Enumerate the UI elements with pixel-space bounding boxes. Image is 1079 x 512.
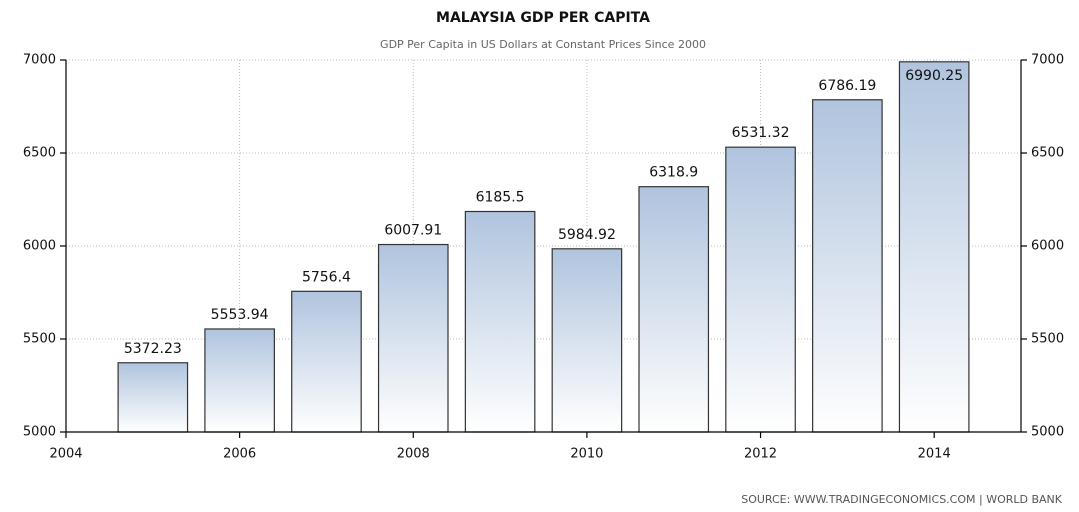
chart-title: MALAYSIA GDP PER CAPITA xyxy=(436,10,650,26)
value-label: 5553.94 xyxy=(211,307,269,323)
y2-tick-label: 6000 xyxy=(1031,239,1064,254)
y2-tick-label: 6500 xyxy=(1031,146,1064,161)
bar xyxy=(117,362,189,433)
value-label: 6990.25 xyxy=(905,68,963,84)
x-tick-label: 2012 xyxy=(744,447,777,462)
bar xyxy=(638,186,710,433)
bar xyxy=(551,248,623,433)
value-label: 5372.23 xyxy=(124,341,182,357)
y-tick-label: 5500 xyxy=(23,332,56,347)
x-tick-label: 2014 xyxy=(918,447,951,462)
value-label: 6318.9 xyxy=(649,165,698,181)
y2-tick-label: 5500 xyxy=(1031,332,1064,347)
bar xyxy=(898,61,970,433)
value-label: 5984.92 xyxy=(558,227,616,243)
bar xyxy=(464,210,536,433)
value-label: 6185.5 xyxy=(476,189,525,205)
bar xyxy=(812,99,883,433)
x-tick-label: 2010 xyxy=(570,447,603,462)
y-tick-label: 6500 xyxy=(23,146,56,161)
x-tick-label: 2004 xyxy=(49,447,82,462)
chart-subtitle: GDP Per Capita in US Dollars at Constant… xyxy=(380,38,706,51)
value-label: 6007.91 xyxy=(384,223,442,239)
source-note: SOURCE: WWW.TRADINGECONOMICS.COM | WORLD… xyxy=(741,493,1063,506)
value-label: 6786.19 xyxy=(818,78,876,94)
bar xyxy=(725,146,796,433)
value-label: 5756.4 xyxy=(302,269,351,285)
y2-tick-label: 5000 xyxy=(1031,425,1064,440)
y2-tick-label: 7000 xyxy=(1031,53,1064,68)
bar xyxy=(204,328,275,433)
y-tick-label: 7000 xyxy=(23,53,56,68)
x-tick-label: 2006 xyxy=(223,447,256,462)
x-tick-label: 2008 xyxy=(397,447,430,462)
value-label: 6531.32 xyxy=(732,125,790,141)
bar xyxy=(291,290,362,433)
y-tick-label: 6000 xyxy=(23,239,56,254)
bar xyxy=(377,243,449,433)
y-tick-label: 5000 xyxy=(23,425,56,440)
